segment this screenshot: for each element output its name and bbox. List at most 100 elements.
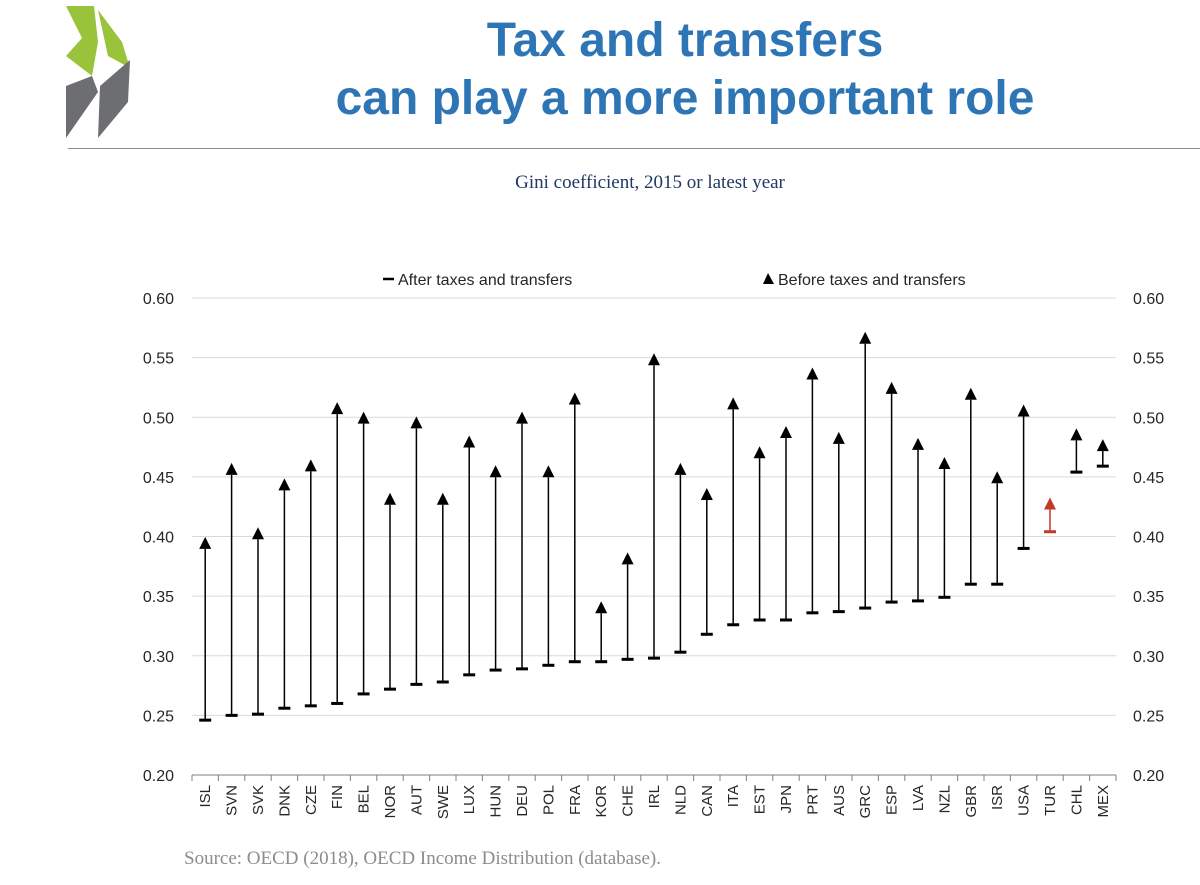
before-marker: [252, 527, 264, 540]
chart-subtitle: Gini coefficient, 2015 or latest year: [515, 172, 785, 193]
y-tick-label-left: 0.50: [143, 410, 174, 427]
before-marker: [384, 492, 396, 505]
before-marker: [938, 456, 951, 469]
before-marker: [1070, 428, 1083, 441]
y-tick-label-right: 0.30: [1133, 649, 1164, 666]
header-divider: [68, 148, 1200, 149]
x-tick-label: ISL: [197, 785, 214, 808]
x-tick-label: IRL: [646, 785, 663, 808]
logo-chevron-grey-right: [98, 60, 130, 138]
before-marker: [225, 462, 238, 475]
x-tick-label: PRT: [804, 785, 821, 815]
y-axis-left: 0.20 0.25 0.30 0.35 0.40 0.45 0.50 0.55 0.60: [143, 291, 174, 785]
before-marker: [912, 437, 924, 450]
y-tick-label-left: 0.40: [143, 530, 174, 547]
y-tick-label-left: 0.60: [143, 291, 174, 308]
y-tick-label-left: 0.45: [143, 470, 174, 487]
before-marker: [331, 402, 344, 415]
before-marker: [832, 431, 845, 444]
data-marks: [199, 331, 1109, 722]
page-title-line-1: Tax and transfers: [486, 14, 884, 67]
x-tick-label: NOR: [382, 785, 399, 819]
gini-chart: 0.20 0.25 0.30 0.35 0.40 0.45 0.50 0.55 0.60 0.2…: [143, 272, 1164, 819]
x-tick-label: LUX: [461, 785, 478, 814]
x-tick-label: FRA: [567, 785, 584, 815]
before-marker: [700, 487, 713, 500]
before-marker: [199, 536, 212, 549]
x-tick-label: ISR: [989, 785, 1006, 810]
x-tick-label: KOR: [593, 785, 610, 818]
y-tick-label-right: 0.25: [1133, 708, 1164, 725]
y-axis-right: 0.20 0.25 0.30 0.35 0.40 0.45 0.50 0.55 0.60: [1133, 291, 1164, 785]
source-note: Source: OECD (2018), OECD Income Distrib…: [184, 848, 662, 869]
before-marker: [489, 465, 502, 478]
x-tick-label: DNK: [276, 785, 293, 817]
before-marker: [964, 387, 977, 400]
before-marker: [516, 411, 528, 424]
x-tick-label: SVK: [250, 785, 267, 815]
before-marker: [621, 552, 634, 565]
before-marker: [885, 381, 898, 394]
x-axis: ISL SVN SVK DNK CZE FIN BEL NOR AUT SWE LUX HUN DEU P…: [191, 775, 1117, 819]
y-tick-label-right: 0.45: [1133, 470, 1164, 487]
x-tick-label: POL: [540, 785, 557, 815]
before-marker: [1044, 497, 1056, 510]
before-marker: [1096, 439, 1109, 452]
x-tick-label: CAN: [699, 785, 716, 817]
logo-chevron-grey-left: [66, 76, 98, 138]
x-tick-label: CHE: [620, 785, 637, 817]
x-tick-label: NZL: [936, 785, 953, 813]
logo-chevron-green-right: [98, 10, 130, 68]
y-tick-label-right: 0.40: [1133, 530, 1164, 547]
y-tick-label-left: 0.25: [143, 708, 174, 725]
y-tick-label-left: 0.55: [143, 351, 174, 368]
x-tick-label: SWE: [435, 785, 452, 819]
y-tick-label-right: 0.55: [1133, 351, 1164, 368]
before-marker: [304, 459, 317, 472]
x-tick-label: GRC: [857, 785, 874, 819]
x-tick-label: FIN: [329, 785, 346, 809]
oecd-logo: [66, 6, 130, 138]
y-tick-label-left: 0.20: [143, 768, 174, 785]
x-tick-label: BEL: [356, 785, 373, 813]
x-tick-label: TUR: [1042, 785, 1059, 816]
before-marker: [859, 331, 872, 344]
x-tick-label: ITA: [725, 785, 742, 807]
before-marker: [595, 601, 608, 614]
x-tick-label: CHL: [1068, 785, 1085, 815]
x-tick-label: AUT: [408, 785, 425, 815]
before-marker: [357, 411, 370, 424]
before-marker: [780, 425, 792, 438]
before-marker: [463, 435, 476, 448]
x-tick-label: GBR: [963, 785, 980, 818]
x-tick-label: AUS: [831, 785, 848, 816]
before-marker: [991, 471, 1004, 484]
y-tick-label-right: 0.20: [1133, 768, 1164, 785]
logo-chevron-green-left: [66, 6, 98, 76]
y-tick-label-right: 0.60: [1133, 291, 1164, 308]
before-marker: [674, 462, 687, 475]
y-tick-label-right: 0.35: [1133, 589, 1164, 606]
y-tick-label-left: 0.30: [143, 649, 174, 666]
x-tick-label: USA: [1016, 785, 1033, 816]
page-title-line-2: can play a more important role: [335, 72, 1035, 125]
x-tick-label: LVA: [910, 785, 927, 811]
before-marker: [278, 478, 291, 491]
legend-before-label: Before taxes and transfers: [778, 272, 966, 289]
before-marker: [806, 367, 819, 380]
x-tick-label: ESP: [884, 785, 901, 815]
before-marker: [410, 416, 423, 429]
before-marker: [542, 465, 555, 478]
page-title: Tax and transfers can play a more import…: [180, 12, 1190, 128]
legend: After taxes and transfers Before taxes a…: [383, 272, 966, 289]
x-tick-label: JPN: [778, 785, 795, 813]
before-marker: [648, 353, 660, 366]
before-marker: [436, 492, 449, 505]
y-tick-label-right: 0.50: [1133, 410, 1164, 427]
x-tick-label: DEU: [514, 785, 531, 817]
x-tick-label: SVN: [224, 785, 241, 816]
before-marker: [753, 446, 766, 459]
before-marker: [727, 397, 740, 410]
x-tick-label: HUN: [488, 785, 505, 818]
x-tick-label: EST: [752, 785, 769, 814]
